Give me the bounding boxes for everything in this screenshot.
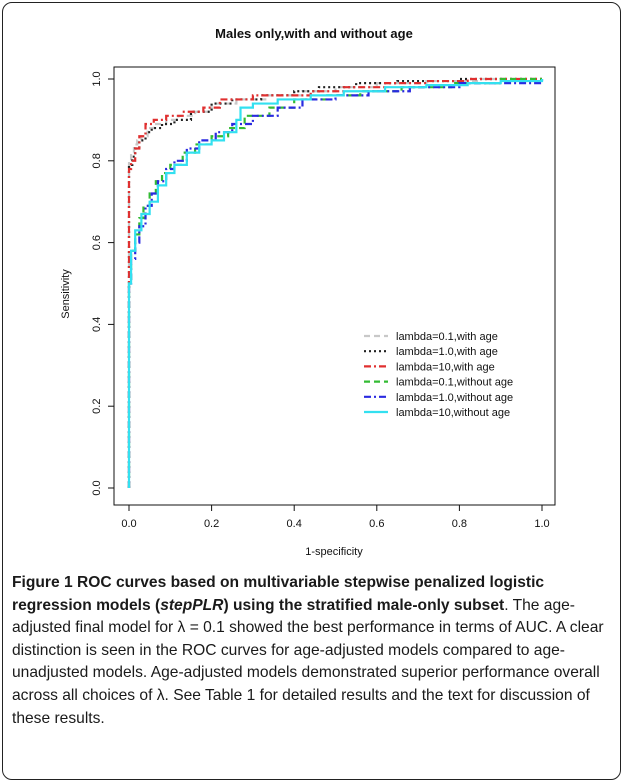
x-axis-label: 1-specificity bbox=[305, 546, 363, 558]
caption-title-end: ) using the stratified male-only subset bbox=[223, 596, 505, 614]
y-tick-label: 0.8 bbox=[91, 153, 103, 168]
series-line-5 bbox=[127, 79, 544, 488]
plot-frame bbox=[113, 66, 556, 506]
chart-axes: 0.0 0.2 0.4 0.6 0.8 1.0 0.0 0.2 0.4 0.6 0.8 1.0 bbox=[91, 66, 556, 530]
legend-label-4: lambda=1.0,without age bbox=[396, 392, 513, 404]
series-line-1 bbox=[127, 77, 542, 488]
y-tick-label: 0.6 bbox=[91, 235, 103, 250]
y-tick-label: 0.2 bbox=[91, 399, 103, 414]
series-line-3 bbox=[127, 77, 542, 488]
legend-label-0: lambda=0.1,with age bbox=[396, 331, 498, 343]
figure-caption: Figure 1 ROC curves based on multivariab… bbox=[12, 572, 612, 730]
series-layer bbox=[127, 77, 544, 488]
caption-label: Figure 1 bbox=[12, 574, 73, 591]
x-tick-label: 0.4 bbox=[287, 518, 302, 530]
legend-label-1: lambda=1.0,with age bbox=[396, 346, 498, 358]
y-tick-label: 0.0 bbox=[91, 480, 103, 495]
x-tick-label: 1.0 bbox=[534, 518, 549, 530]
legend-label-3: lambda=0.1,without age bbox=[396, 377, 513, 389]
y-axis-label: Sensitivity bbox=[60, 269, 72, 319]
chart-legend: lambda=0.1,with age lambda=1.0,with age la… bbox=[364, 331, 513, 419]
y-tick-label: 0.4 bbox=[91, 317, 103, 332]
y-tick-label: 1.0 bbox=[91, 71, 103, 86]
x-tick-label: 0.2 bbox=[204, 518, 219, 530]
caption-body: . The age-adjusted final model for λ = 0… bbox=[12, 596, 604, 727]
legend-label-2: lambda=10,with age bbox=[396, 361, 495, 373]
series-line-2 bbox=[127, 77, 542, 488]
x-tick-label: 0.8 bbox=[452, 518, 467, 530]
series-line-4 bbox=[127, 79, 544, 488]
legend-label-5: lambda=10,without age bbox=[396, 407, 510, 419]
caption-title-em: stepPLR bbox=[160, 596, 224, 614]
roc-chart: Males only,with and without age 1-specif… bbox=[60, 26, 556, 558]
chart-title: Males only,with and without age bbox=[215, 26, 413, 41]
series-line-0 bbox=[127, 77, 542, 488]
x-tick-label: 0.0 bbox=[121, 518, 136, 530]
x-tick-label: 0.6 bbox=[369, 518, 384, 530]
caption-title: ROC curves based on multivariable stepwi… bbox=[12, 574, 545, 614]
